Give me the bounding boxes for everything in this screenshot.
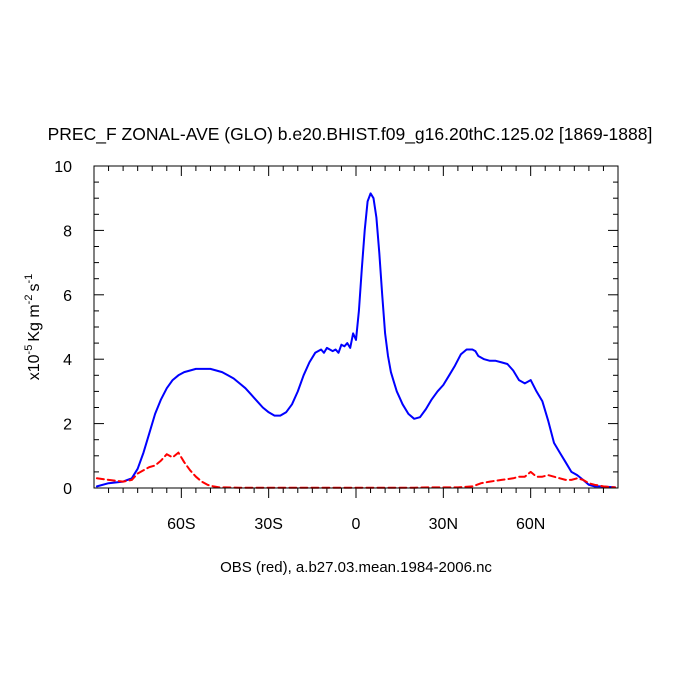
y-axis-label: x10-5 Kg m-2 s-1 <box>23 274 43 380</box>
y-tick-label: 4 <box>63 352 72 369</box>
ylabel-prefix: x10 <box>26 354 43 380</box>
y-tick-label: 10 <box>54 159 72 176</box>
x-tick-label: 0 <box>352 516 361 533</box>
ylabel-units-exp: -2 <box>23 295 35 305</box>
y-tick-labels: 0 2 4 6 8 10 <box>54 159 72 498</box>
x-tick-label: 30S <box>254 516 282 533</box>
ylabel-exp: -5 <box>23 345 35 355</box>
x-tick-label: 30N <box>429 516 458 533</box>
x-tick-label: 60N <box>516 516 545 533</box>
y-tick-label: 2 <box>63 417 72 434</box>
y-tick-label: 0 <box>63 481 72 498</box>
x-tick-label: 60S <box>167 516 195 533</box>
series-layer <box>95 192 617 489</box>
series-line-obs <box>95 451 617 489</box>
y-tick-label: 8 <box>63 223 72 240</box>
x-axis-label: OBS (red), a.b27.03.mean.1984-2006.nc <box>220 559 492 576</box>
ylabel-units: Kg m <box>26 304 43 341</box>
ylabel-s: s <box>26 284 43 292</box>
y-tick-label: 6 <box>63 288 72 305</box>
plot-frame <box>93 165 619 489</box>
x-tick-labels: 60S 30S 0 30N 60N <box>167 516 545 533</box>
series-line-model <box>95 192 617 489</box>
ylabel-s-exp: -1 <box>23 274 35 284</box>
chart-title: PREC_F ZONAL-AVE (GLO) b.e20.BHIST.f09_g… <box>48 124 653 145</box>
